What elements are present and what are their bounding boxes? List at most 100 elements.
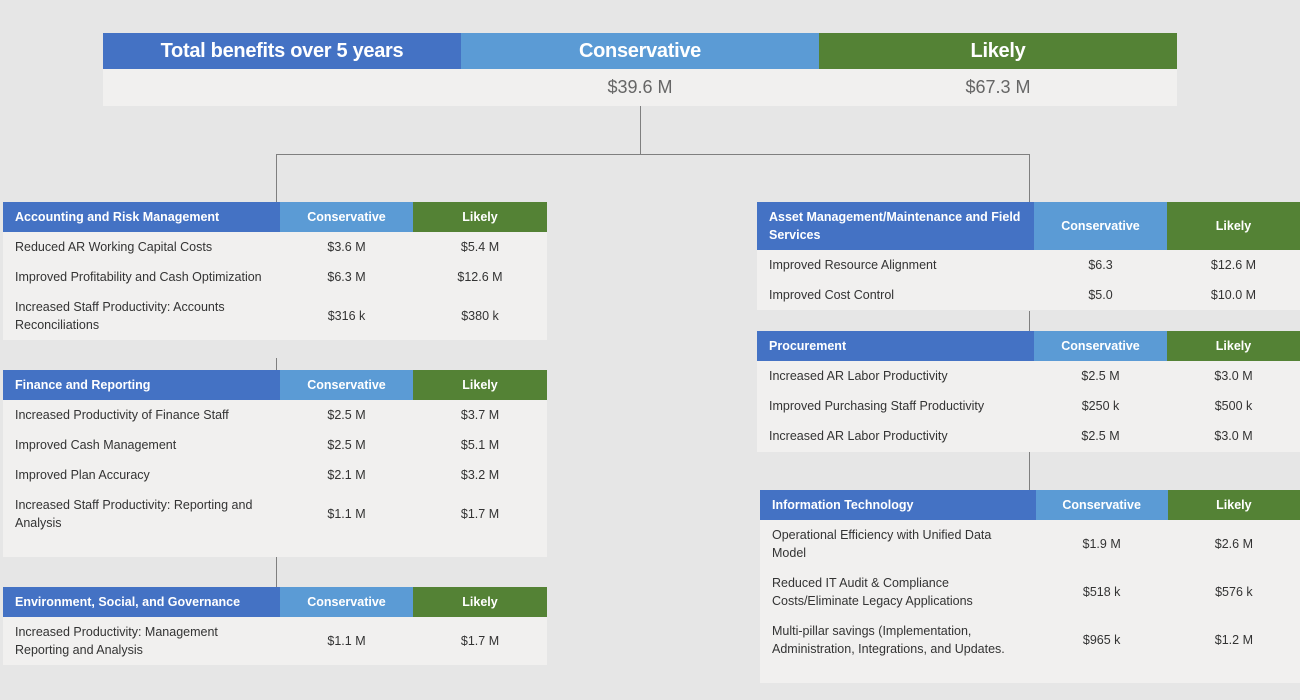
conservative-value: $6.3 [1088,258,1113,272]
table-title: Information Technology [760,490,1036,520]
conservative-value: $1.9 M [1082,537,1121,551]
likely-value: $1.2 M [1214,633,1253,647]
likely-column-header: Likely [413,202,547,232]
conservative-value: $316 k [327,309,366,323]
likely-column-header: Likely [1167,490,1300,520]
benefit-label: Multi-pillar savings (Implementation, Ad… [772,624,1005,656]
table-row: Increased AR Labor Productivity $2.5 M $3.… [757,421,1300,451]
benefit-label: Increased Productivity of Finance Staff [15,408,229,422]
connector-line [276,154,1030,155]
table-row: Increased Staff Productivity: Reporting … [3,490,547,538]
table-row: Increased Productivity of Finance Staff $… [3,400,547,430]
conservative-value: $2.5 M [327,438,366,452]
summary-likely-value: $67.3 M [965,77,1031,97]
table-header: Finance and Reporting Conservative Likely [3,370,547,400]
connector-line [276,557,277,587]
benefit-label: Increased Staff Productivity: Accounts R… [15,300,225,332]
summary-likely-header: Likely [819,33,1177,69]
table-header: Environment, Social, and Governance Conse… [3,587,547,617]
conservative-value: $5.0 [1088,288,1113,302]
benefit-label: Improved Cash Management [15,438,177,452]
connector-line [1029,452,1030,490]
connector-line [640,106,641,154]
conservative-value: $2.5 M [1081,429,1120,443]
benefit-table-asset: Asset Management/Maintenance and Field S… [757,202,1300,310]
benefit-label: Reduced AR Working Capital Costs [15,240,213,254]
benefit-label: Improved Resource Alignment [769,258,937,272]
table-row: Multi-pillar savings (Implementation, Ad… [760,616,1300,664]
table-header: Accounting and Risk Management Conservati… [3,202,547,232]
table-title: Procurement [757,331,1034,361]
summary-conservative-header: Conservative [461,33,819,69]
likely-value: $2.6 M [1214,537,1253,551]
summary-empty-cell [103,69,461,106]
likely-value: $500 k [1214,399,1253,413]
table-title: Finance and Reporting [3,370,280,400]
benefit-label: Increased AR Labor Productivity [769,369,948,383]
table-row: Improved Profitability and Cash Optimiza… [3,262,547,292]
table-row: Operational Efficiency with Unified Data… [760,520,1300,568]
conservative-value: $518 k [1082,585,1121,599]
summary-title: Total benefits over 5 years [103,33,461,69]
connector-line [1029,154,1030,202]
conservative-value: $250 k [1081,399,1120,413]
likely-value: $5.4 M [460,240,500,254]
likely-value: $1.7 M [460,507,500,521]
conservative-value: $965 k [1082,633,1121,647]
benefit-label: Improved Plan Accuracy [15,468,150,482]
summary-conservative-value: $39.6 M [607,77,673,97]
likely-value: $1.7 M [460,634,500,648]
likely-value: $3.0 M [1214,429,1253,443]
connector-line [1029,311,1030,331]
conservative-column-header: Conservative [1035,490,1168,520]
conservative-column-header: Conservative [280,202,413,232]
table-title: Environment, Social, and Governance [3,587,280,617]
conservative-value: $1.1 M [327,634,366,648]
likely-value: $12.6 M [457,270,503,284]
benefit-label: Improved Profitability and Cash Optimiza… [15,270,262,284]
table-row: Improved Resource Alignment $6.3 $12.6 M [757,250,1300,280]
table-title: Asset Management/Maintenance and Field S… [757,202,1034,250]
table-header: Asset Management/Maintenance and Field S… [757,202,1300,250]
likely-value: $5.1 M [460,438,500,452]
table-header: Procurement Conservative Likely [757,331,1300,361]
benefit-table-it: Information Technology Conservative Likely… [760,490,1300,683]
conservative-column-header: Conservative [280,587,413,617]
table-row: Increased AR Labor Productivity $2.5 M $3.… [757,361,1300,391]
likely-column-header: Likely [413,370,547,400]
connector-line [276,358,277,370]
table-row: Increased Staff Productivity: Accounts R… [3,292,547,340]
benefit-label: Operational Efficiency with Unified Data… [772,528,992,560]
benefit-label: Increased AR Labor Productivity [769,429,948,443]
benefit-table-fin: Finance and Reporting Conservative Likely I… [3,370,547,557]
likely-value: $3.0 M [1214,369,1253,383]
table-header: Information Technology Conservative Likely [760,490,1300,520]
table-title: Accounting and Risk Management [3,202,280,232]
conservative-value: $2.1 M [327,468,366,482]
likely-value: $12.6 M [1210,258,1257,272]
conservative-value: $6.3 M [327,270,366,284]
benefit-label: Increased Staff Productivity: Reporting … [15,498,253,530]
likely-column-header: Likely [1167,331,1300,361]
table-row: Increased Productivity: Management Repor… [3,617,547,665]
likely-column-header: Likely [1167,202,1300,250]
benefit-label: Reduced IT Audit & Compliance Costs/Elim… [772,576,973,608]
table-row: Improved Cost Control $5.0 $10.0 M [757,280,1300,310]
likely-column-header: Likely [413,587,547,617]
likely-value: $10.0 M [1210,288,1257,302]
conservative-value: $2.5 M [1081,369,1120,383]
conservative-value: $1.1 M [327,507,366,521]
benefit-label: Improved Purchasing Staff Productivity [769,399,985,413]
benefit-label: Improved Cost Control [769,288,895,302]
conservative-value: $2.5 M [327,408,366,422]
table-row: Reduced IT Audit & Compliance Costs/Elim… [760,568,1300,616]
connector-line [276,154,277,202]
likely-value: $3.7 M [460,408,500,422]
total-benefits-summary: Total benefits over 5 years Conservative… [103,33,1177,106]
table-row: Improved Cash Management $2.5 M $5.1 M [3,430,547,460]
likely-value: $576 k [1215,585,1253,599]
likely-value: $3.2 M [460,468,500,482]
likely-value: $380 k [461,309,499,323]
conservative-column-header: Conservative [1034,331,1167,361]
benefit-table-esg: Environment, Social, and Governance Conse… [3,587,547,665]
